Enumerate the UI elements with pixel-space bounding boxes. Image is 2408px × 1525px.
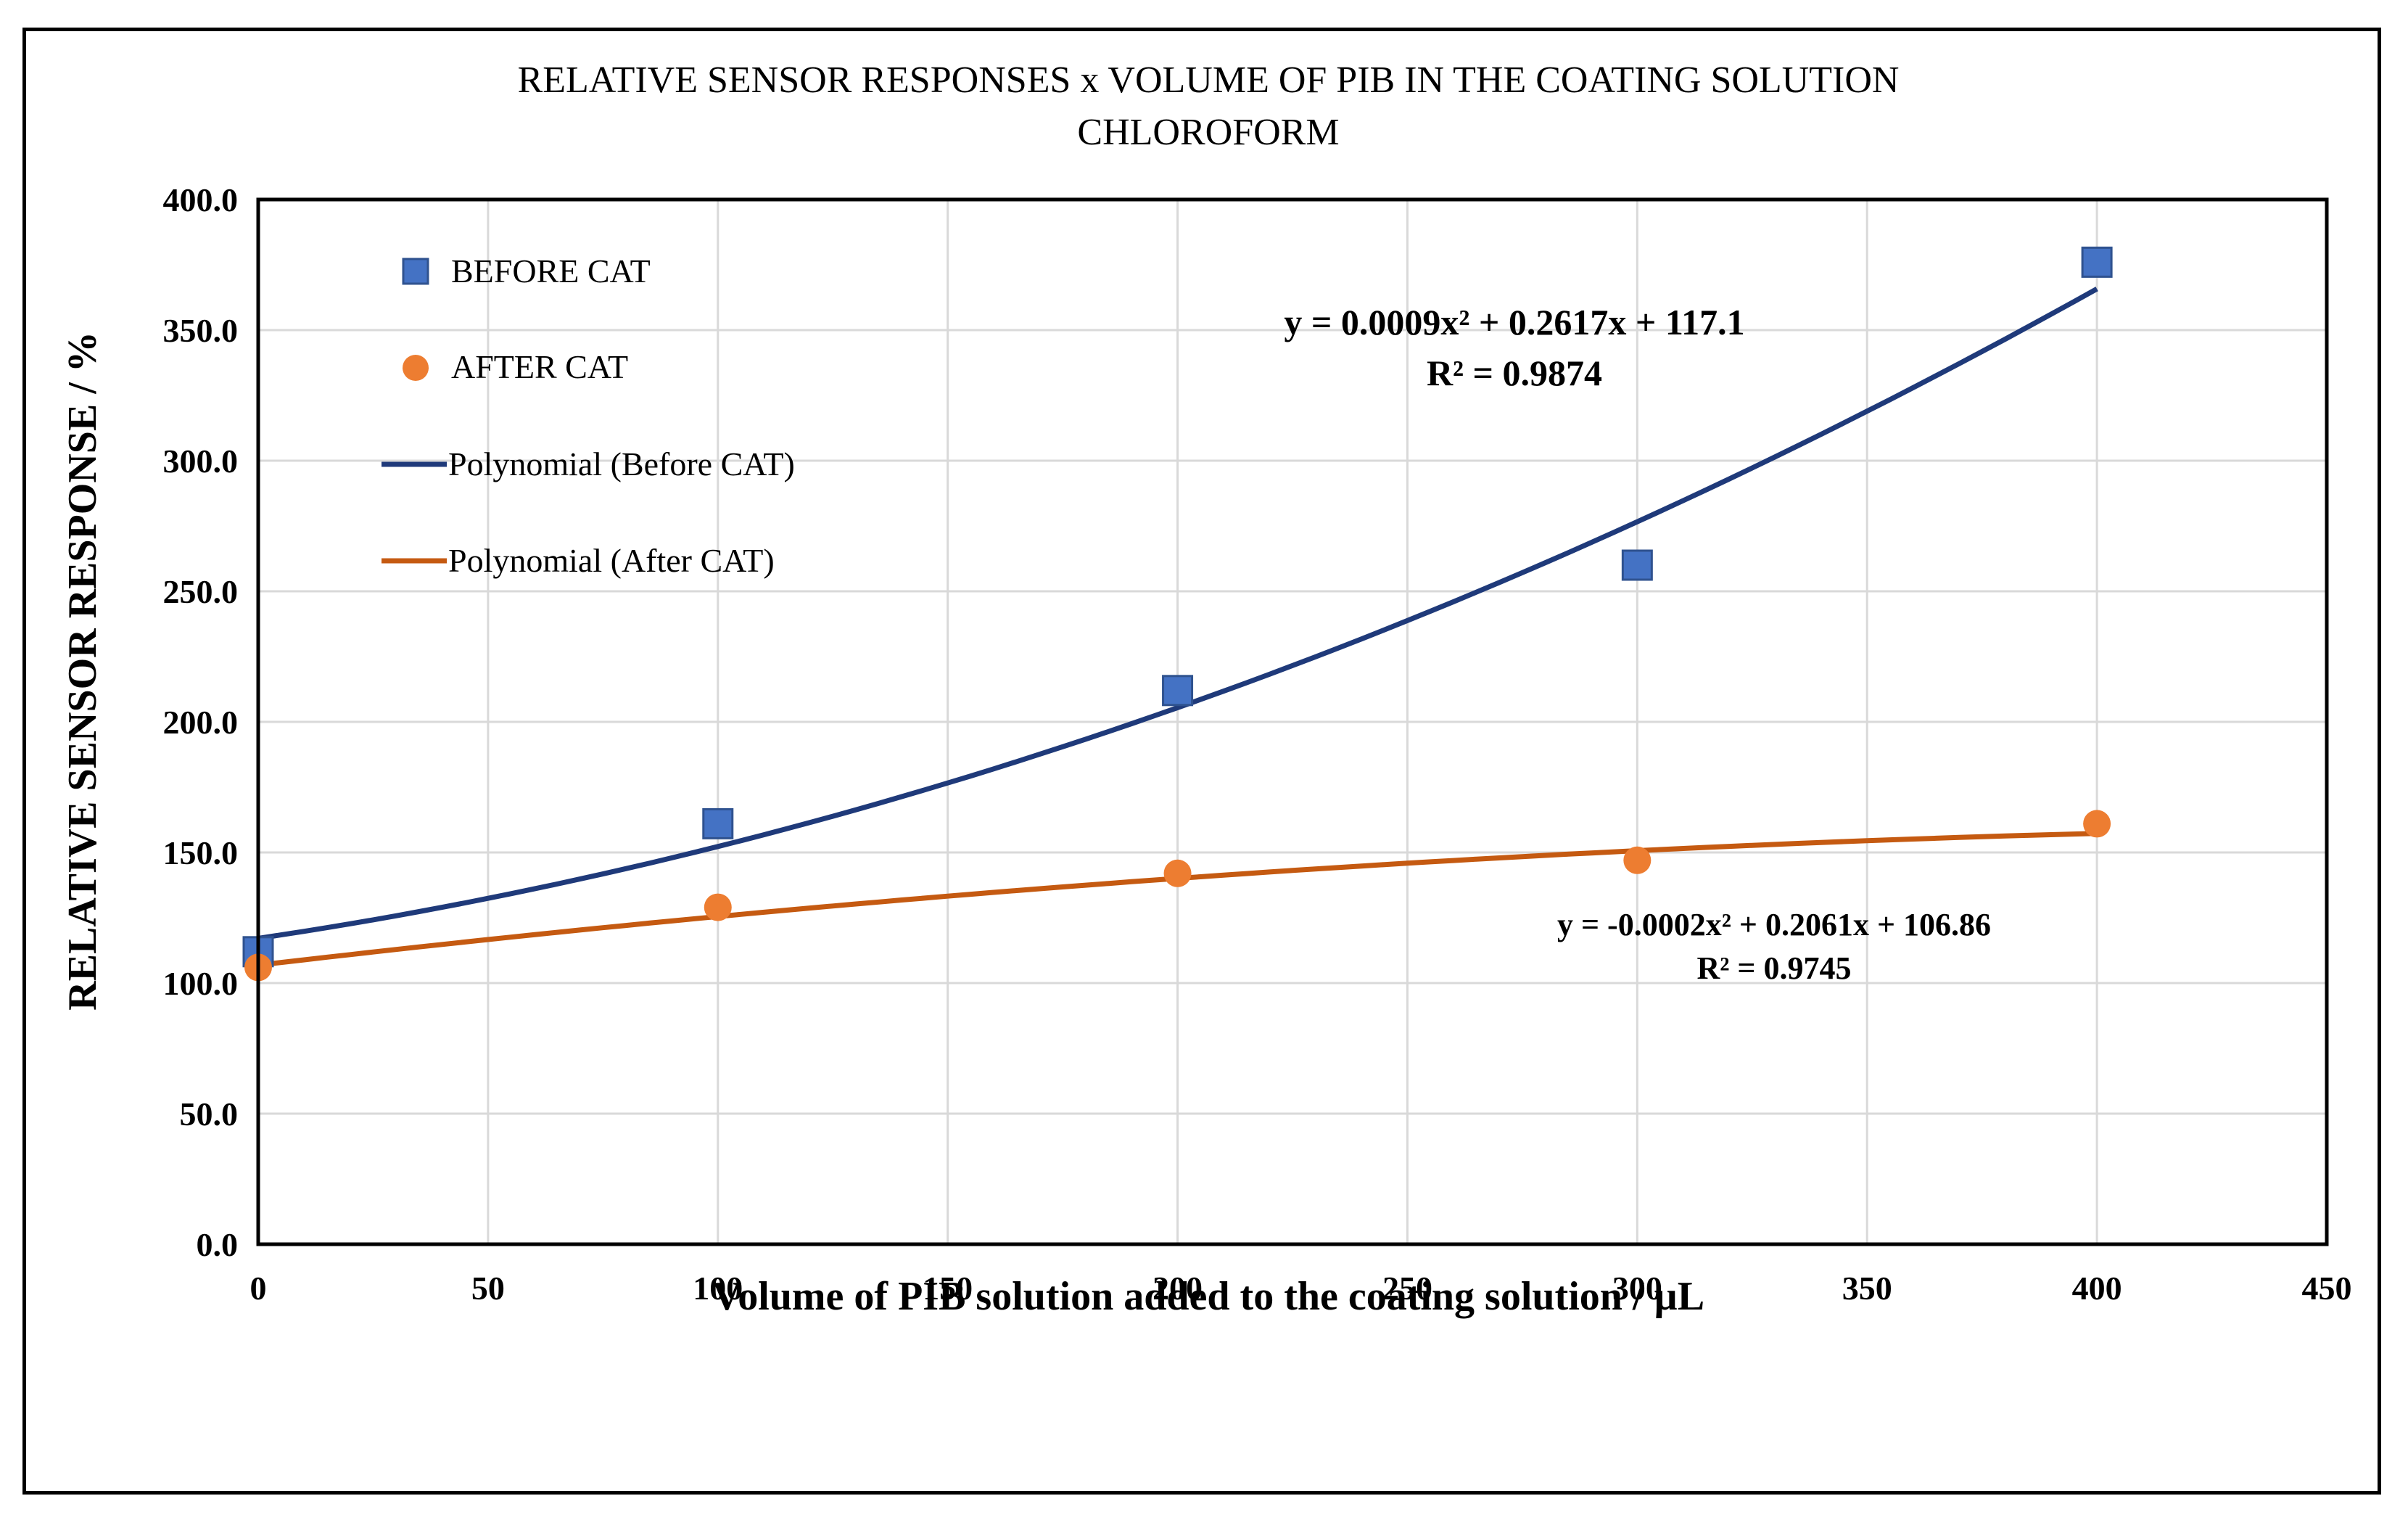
data-point-before-cat (1162, 675, 1194, 707)
legend: BEFORE CAT AFTER CAT Polynomial (Before … (382, 252, 795, 579)
data-point-before-cat (702, 807, 734, 839)
y-tick-label: 250.0 (163, 573, 239, 610)
y-tick-label: 300.0 (163, 443, 239, 480)
x-tick-label: 50 (471, 1270, 505, 1307)
data-point-before-cat (1621, 549, 1653, 581)
data-point-after-cat (1623, 846, 1652, 874)
x-tick-label: 300 (1612, 1270, 1662, 1307)
x-axis-label: Volume of PIB solution added to the coat… (712, 1274, 1704, 1319)
x-tick-label: 150 (923, 1270, 973, 1307)
y-tick-label: 200.0 (163, 704, 239, 741)
trendline-r2-after: R² = 0.9745 (1696, 950, 1851, 986)
legend-label-before-cat: BEFORE CAT (451, 252, 651, 289)
grid (257, 198, 2328, 1246)
chart-subtitle: CHLOROFORM (1077, 112, 1339, 153)
data-point-after-cat (2083, 810, 2111, 838)
chart-frame: RELATIVE SENSOR RESPONSES x VOLUME OF PI… (22, 28, 2381, 1495)
chart-title: RELATIVE SENSOR RESPONSES x VOLUME OF PI… (518, 59, 1900, 101)
trendline-equation-before: y = 0.0009x² + 0.2617x + 117.1 (1284, 302, 1744, 342)
legend-marker-after-cat (403, 355, 429, 381)
x-tick-label: 250 (1382, 1270, 1432, 1307)
y-tick-label: 100.0 (163, 965, 239, 1002)
x-tick-label: 200 (1153, 1270, 1203, 1307)
chart-svg: RELATIVE SENSOR RESPONSES x VOLUME OF PI… (60, 59, 2352, 1319)
legend-marker-before-cat (402, 258, 429, 285)
plot-area-border (256, 197, 2329, 1246)
x-tick-label: 450 (2302, 1270, 2352, 1307)
y-axis-label: RELATIVE SENSOR RESPONSE / % (60, 332, 105, 1011)
x-tick-label: 350 (1842, 1270, 1892, 1307)
y-tick-label: 150.0 (163, 834, 239, 871)
trendline-r2-before: R² = 0.9874 (1427, 353, 1602, 393)
data-point-after-cat (704, 893, 732, 921)
trendline-before-cat (257, 287, 2098, 941)
data-point-before-cat (2081, 246, 2113, 278)
legend-label-poly-after: Polynomial (After CAT) (448, 542, 775, 579)
y-tick-label: 350.0 (163, 312, 239, 349)
legend-label-poly-before: Polynomial (Before CAT) (448, 445, 795, 482)
y-tick-label: 400.0 (163, 181, 239, 218)
y-axis-ticks: 0.0 50.0 100.0 150.0 200.0 250.0 300.0 350.0 400… (163, 181, 239, 1263)
x-axis-ticks: 0 50 100 150 200 250 300 350 400 450 (250, 1270, 2352, 1307)
legend-label-after-cat: AFTER CAT (451, 348, 628, 385)
data-point-after-cat (1163, 859, 1192, 887)
y-tick-label: 50.0 (180, 1096, 239, 1133)
x-tick-label: 400 (2072, 1270, 2122, 1307)
x-tick-label: 100 (693, 1270, 743, 1307)
trendline-equation-after: y = -0.0002x² + 0.2061x + 106.86 (1557, 907, 1991, 942)
x-tick-label: 0 (250, 1270, 267, 1307)
y-tick-label: 0.0 (197, 1226, 239, 1263)
